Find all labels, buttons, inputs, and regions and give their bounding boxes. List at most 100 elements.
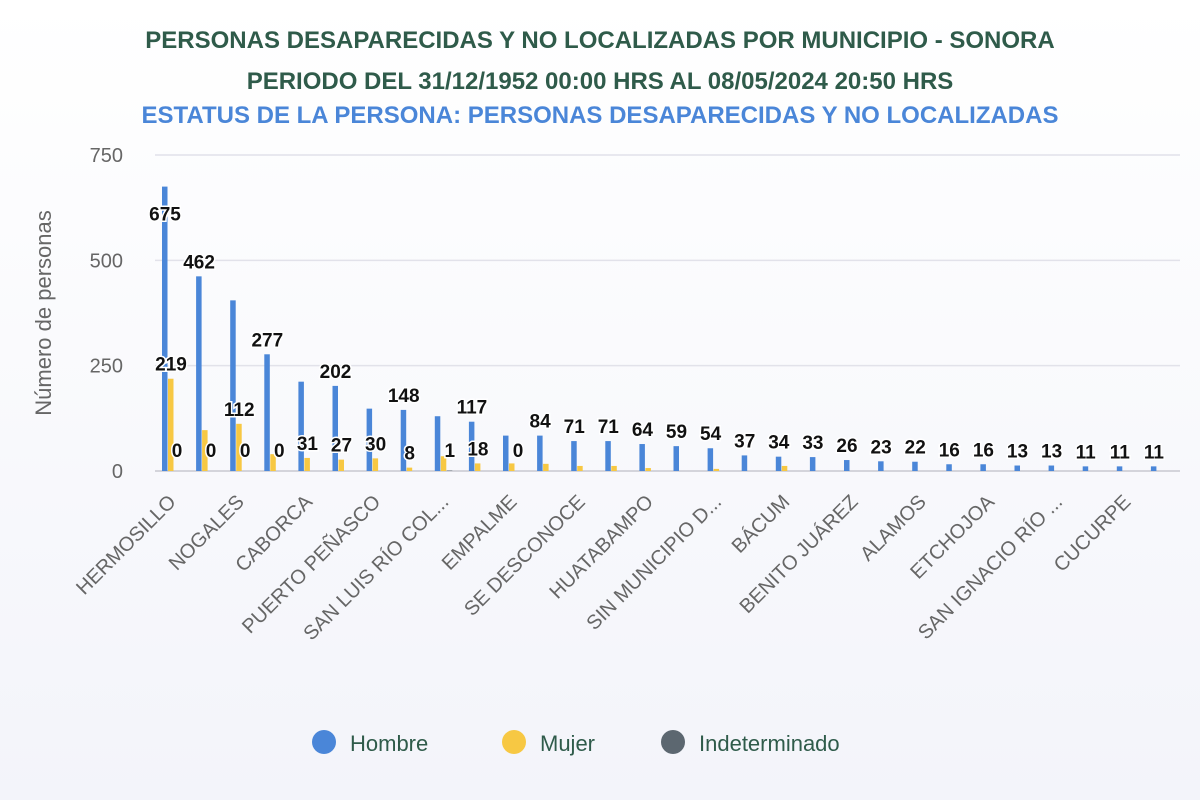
bar-mujer[interactable] [440, 456, 447, 471]
y-axis-label: Número de personas [31, 210, 56, 415]
bar-hombre[interactable] [741, 455, 748, 471]
data-label: 54 [700, 424, 722, 445]
legend-label: Indeterminado [699, 731, 840, 756]
status-line: ESTATUS DE LA PERSONA: PERSONAS DESAPARE… [142, 102, 1059, 129]
bar-mujer[interactable] [611, 465, 617, 471]
legend-item-mujer[interactable]: Mujer [502, 730, 595, 756]
bar-mujer[interactable] [372, 458, 379, 471]
bar-hombre[interactable] [162, 186, 168, 471]
x-category-label: BÁCUM [727, 490, 794, 557]
bar-hombre[interactable] [196, 276, 202, 471]
data-label: 219 [155, 355, 187, 376]
bar-mujer[interactable] [645, 468, 651, 471]
legend-item-hombre[interactable]: Hombre [312, 730, 428, 756]
bar-hombre[interactable] [503, 435, 509, 471]
data-label: 18 [467, 439, 488, 460]
data-label: 277 [251, 330, 283, 351]
data-label: 148 [388, 386, 420, 407]
data-labels: 675 462 277 202 148 117 84 71 71 64 59 54 37 34 33 26 23… [148, 203, 1166, 466]
data-label: 1 [445, 441, 456, 462]
data-label: 71 [564, 417, 586, 438]
y-tick-label: 250 [90, 356, 123, 378]
legend-marker [661, 730, 685, 754]
x-category-label: BENITO JUÁREZ [735, 490, 863, 618]
bar-hombre[interactable] [230, 300, 236, 471]
data-label: 26 [836, 436, 857, 457]
data-label: 202 [320, 362, 352, 383]
data-label: 8 [404, 444, 415, 465]
x-category-label: SE DESCONOCE [460, 491, 590, 621]
bar-hombre[interactable] [1116, 466, 1123, 471]
bar-hombre[interactable] [946, 464, 952, 471]
data-label: 64 [632, 420, 654, 441]
data-label: 675 [149, 205, 181, 226]
data-label: 117 [457, 398, 488, 419]
data-label: 11 [1144, 442, 1165, 463]
data-label: 0 [513, 441, 524, 462]
data-label: 71 [598, 417, 620, 438]
bar-mujer[interactable] [168, 378, 174, 471]
bar-hombre[interactable] [980, 464, 986, 471]
bar-mujer[interactable] [236, 423, 242, 471]
bar-hombre[interactable] [809, 457, 816, 471]
bar-hombre[interactable] [673, 446, 680, 471]
bar-mujer[interactable] [304, 457, 310, 471]
data-label: 31 [297, 434, 319, 455]
bar-hombre[interactable] [400, 409, 407, 471]
bar-mujer[interactable] [781, 465, 788, 471]
data-label: 23 [871, 437, 892, 458]
bar-mujer[interactable] [577, 465, 583, 471]
bar-hombre[interactable] [1014, 465, 1021, 471]
y-tick-label: 0 [112, 461, 123, 483]
bar-hombre[interactable] [434, 416, 441, 471]
data-label: 30 [365, 434, 386, 455]
bar-mujer[interactable] [406, 467, 413, 471]
legend-marker [502, 730, 526, 754]
x-category-label: SIN MUNICIPIO D... [583, 491, 727, 635]
data-label: 22 [905, 438, 926, 459]
x-category-label: HERMOSILLO [72, 491, 180, 599]
data-label: 112 [224, 400, 255, 421]
bar-hombre[interactable] [537, 435, 543, 471]
data-label: 84 [530, 412, 552, 433]
bar-hombre[interactable] [1150, 466, 1157, 471]
bar-hombre[interactable] [1048, 465, 1055, 471]
bar-hombre[interactable] [605, 441, 611, 471]
data-label: 0 [206, 441, 217, 462]
bar-mujer[interactable] [509, 463, 515, 471]
bar-hombre[interactable] [878, 461, 884, 471]
bar-mujer[interactable] [543, 463, 549, 471]
legend-item-indeterminado[interactable]: Indeterminado [661, 730, 840, 756]
data-label: 16 [973, 440, 994, 461]
legend-marker [312, 730, 336, 754]
bar-mujer[interactable] [202, 430, 208, 471]
bar-hombre[interactable] [468, 421, 475, 471]
data-label: 34 [768, 433, 790, 454]
bar-hombre[interactable] [1082, 466, 1089, 471]
bar-hombre[interactable] [332, 385, 339, 471]
y-axis-ticks: 0 250 500 750 [90, 145, 123, 483]
data-label: 11 [1076, 442, 1097, 463]
bar-hombre[interactable] [298, 381, 304, 471]
bar-hombre[interactable] [264, 354, 270, 471]
bar-hombre[interactable] [571, 441, 577, 471]
bar-hombre[interactable] [912, 461, 918, 471]
bar-hombre[interactable] [366, 408, 373, 471]
bar-mujer[interactable] [474, 463, 481, 471]
bar-mujer[interactable] [338, 459, 345, 471]
bar-hombre[interactable] [775, 456, 782, 471]
data-label: 16 [939, 440, 960, 461]
bar-hombre[interactable] [639, 444, 645, 471]
y-tick-label: 500 [90, 250, 123, 272]
data-label: 59 [666, 422, 687, 443]
bar-mujer[interactable] [713, 468, 720, 471]
bar-mujer[interactable] [270, 454, 276, 471]
data-label: 0 [274, 441, 285, 462]
legend-label: Hombre [350, 731, 428, 756]
bar-hombre[interactable] [844, 460, 850, 471]
bar-hombre[interactable] [707, 448, 714, 471]
bars [162, 186, 1157, 471]
